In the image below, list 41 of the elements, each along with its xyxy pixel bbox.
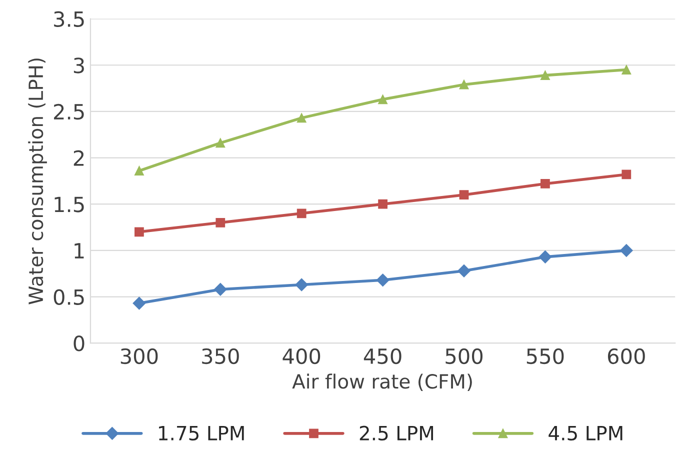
legend-label: 1.75 LPM [159,426,244,441]
point [540,70,550,80]
point [296,208,306,218]
point [459,190,469,200]
x-tick-label: 300 [120,348,158,364]
point [538,250,552,264]
legend-label: 2.5 LPM [360,426,434,441]
point [134,227,144,237]
point [295,278,308,292]
point [376,274,390,287]
point [622,170,632,180]
y-tick-label: 0.5 [54,289,84,305]
point [216,218,226,228]
point [620,244,633,257]
x-tick-label: 350 [202,348,239,364]
x-tick-label: 500 [446,348,482,364]
point [214,282,227,296]
point [622,65,632,74]
y-tick-label: 2 [74,150,84,166]
point [378,94,388,104]
y-tick-label: 3 [74,58,84,74]
x-tick-label: 400 [282,348,320,364]
legend-label: 4.5 LPM [548,426,622,441]
y-tick-label: 1 [74,243,84,258]
x-tick-label: 600 [608,348,645,364]
point [378,199,388,209]
point [134,166,144,176]
point [216,138,226,148]
point [132,296,146,310]
y-tick-label: 2.5 [54,104,84,120]
y-axis-title: Water consumption (LPH) [28,58,47,304]
point [459,80,469,90]
y-tick-label: 1.5 [54,196,84,212]
x-axis-title: Air flow rate (CFM) [292,374,472,392]
y-tick-label: 3.5 [54,11,84,28]
point [296,113,306,123]
x-tick-label: 450 [364,348,402,364]
point [540,179,550,188]
point [458,264,470,278]
x-tick-label: 550 [526,348,564,364]
y-tick-label: 0 [74,336,84,352]
